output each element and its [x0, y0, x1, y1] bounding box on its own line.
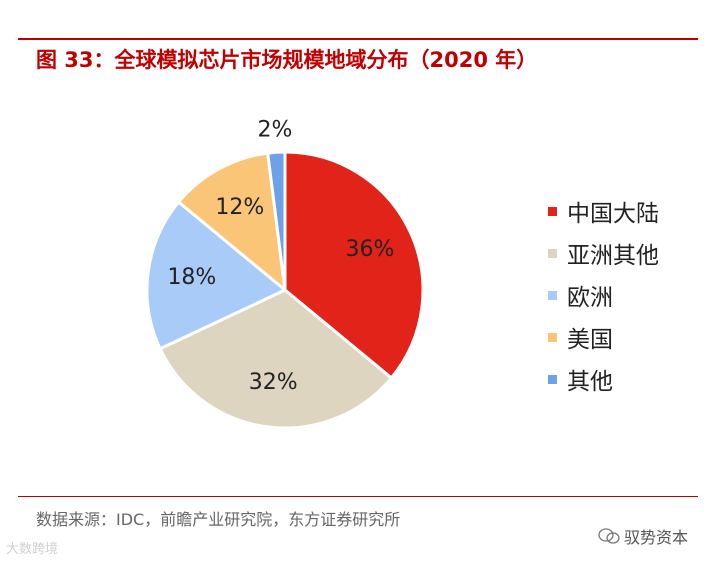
legend-swatch [548, 206, 557, 216]
data-label-5: 2% [258, 117, 293, 142]
legend-item-5: 其他 [548, 358, 659, 400]
chart-legend: 中国大陆亚洲其他欧洲美国其他 [548, 190, 659, 400]
legend-label: 其他 [567, 369, 613, 395]
watermark-left-text: 大数跨境 [6, 542, 59, 557]
source-rule [18, 496, 698, 497]
legend-label: 美国 [567, 327, 613, 353]
pie-slice-2 [158, 288, 394, 430]
data-label-2: 32% [249, 370, 298, 395]
data-label-1: 36% [345, 237, 394, 262]
wechat-icon [598, 528, 620, 544]
pie-slice-3 [145, 199, 288, 351]
legend-swatch [548, 374, 557, 384]
legend-label: 欧洲 [567, 285, 613, 311]
legend-label: 中国大陆 [567, 201, 659, 227]
pie-slice-4 [176, 151, 287, 294]
pie-slice-1 [283, 150, 425, 381]
data-label-4: 12% [215, 195, 264, 220]
source-note: 数据来源：IDC，前瞻产业研究院，东方证券研究所 [36, 510, 401, 529]
legend-label: 亚洲其他 [567, 243, 659, 269]
legend-swatch [548, 332, 557, 342]
legend-item-4: 美国 [548, 316, 659, 358]
legend-swatch [548, 290, 557, 300]
chart-title: 图 33：全球模拟芯片市场规模地域分布（2020 年） [36, 48, 538, 72]
legend-item-1: 中国大陆 [548, 190, 659, 232]
watermark-left: 大数跨境 [6, 538, 58, 557]
title-rule [18, 38, 698, 40]
pie-slice-5 [266, 150, 287, 291]
watermark-right: 驭势资本 [598, 524, 688, 548]
legend-swatch [548, 248, 557, 258]
watermark-right-text: 驭势资本 [624, 528, 689, 547]
legend-item-2: 亚洲其他 [548, 232, 659, 274]
data-label-3: 18% [167, 265, 216, 290]
legend-item-3: 欧洲 [548, 274, 659, 316]
pie-chart: 36% 32% 18% 12% 2% [145, 117, 425, 430]
